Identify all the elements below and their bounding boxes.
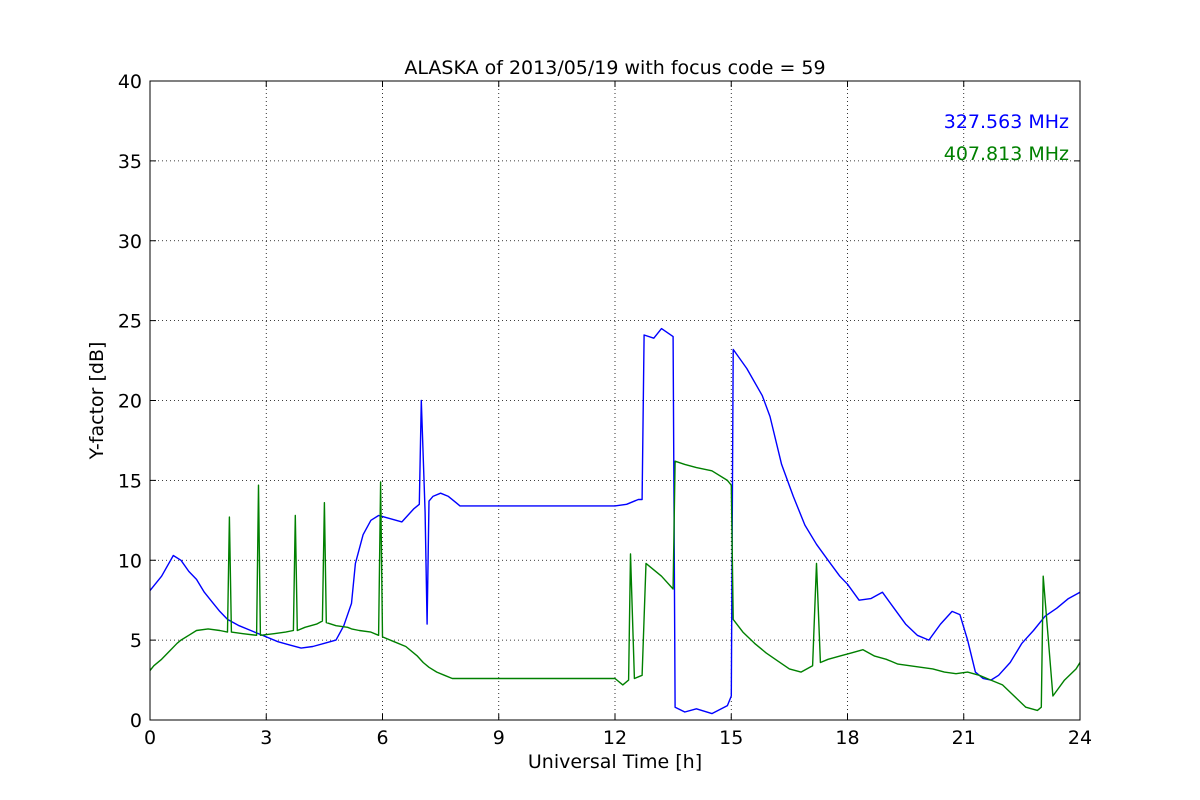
y-tick-label: 25 xyxy=(118,311,142,333)
grid xyxy=(150,81,1080,720)
legend: 327.563 MHz 407.813 MHz xyxy=(944,111,1069,165)
legend-label-1: 327.563 MHz xyxy=(944,111,1069,133)
y-tick-label: 40 xyxy=(118,71,142,93)
y-tick-label: 15 xyxy=(118,470,142,492)
x-tick-label: 15 xyxy=(719,727,743,749)
series-layer xyxy=(149,327,1081,715)
legend-label-2: 407.813 MHz xyxy=(944,143,1069,165)
x-tick-label: 0 xyxy=(144,727,156,749)
chart-title: ALASKA of 2013/05/19 with focus code = 5… xyxy=(404,57,825,79)
x-tick-label: 21 xyxy=(952,727,976,749)
x-tick-label: 6 xyxy=(376,727,388,749)
series-line-2 xyxy=(149,460,1081,712)
x-tick-label: 9 xyxy=(493,727,505,749)
y-tick-label: 5 xyxy=(130,630,142,652)
x-tick-label: 24 xyxy=(1068,727,1092,749)
ticks: 0 3 6 9 12 15 18 21 24 0 5 10 15 20 25 30 35 40 xyxy=(118,71,1092,749)
y-tick-label: 10 xyxy=(118,550,142,572)
y-axis-label: Y-factor [dB] xyxy=(86,342,108,461)
x-tick-label: 18 xyxy=(835,727,859,749)
x-tick-label: 12 xyxy=(603,727,627,749)
y-tick-label: 30 xyxy=(118,231,142,253)
y-tick-label: 0 xyxy=(130,710,142,732)
x-axis-label: Universal Time [h] xyxy=(528,751,702,773)
x-tick-label: 3 xyxy=(260,727,272,749)
series-line-1 xyxy=(149,327,1081,715)
y-tick-label: 35 xyxy=(118,151,142,173)
y-tick-label: 20 xyxy=(118,391,142,413)
